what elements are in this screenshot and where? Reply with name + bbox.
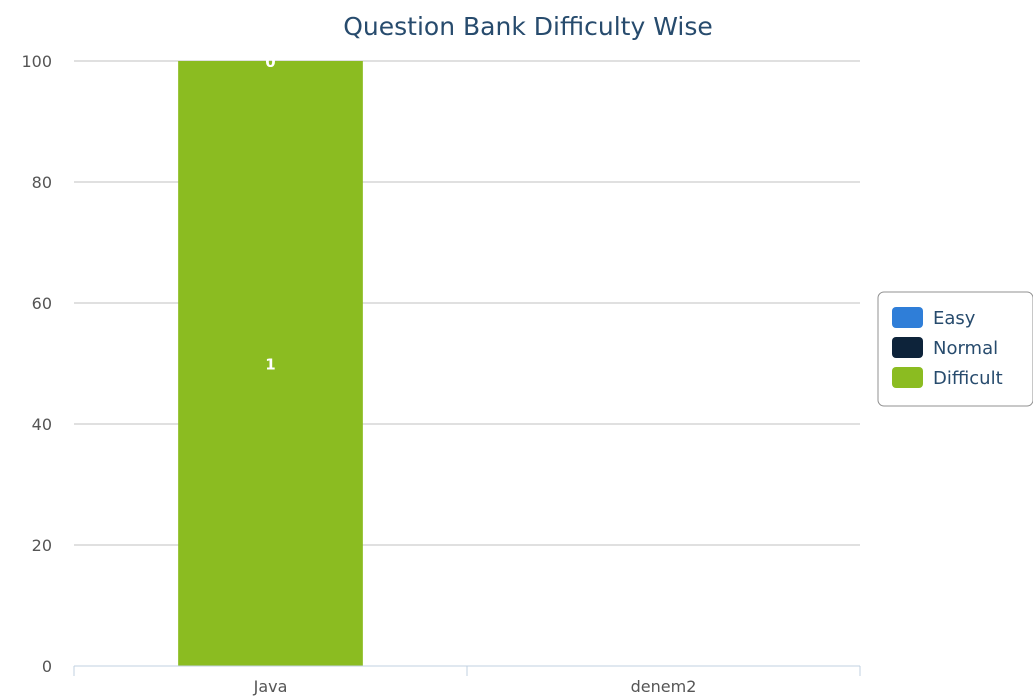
y-tick-label: 60 bbox=[32, 294, 52, 313]
y-tick-label: 20 bbox=[32, 536, 52, 555]
data-label: 1 bbox=[265, 356, 275, 374]
y-tick-label: 100 bbox=[21, 52, 52, 71]
legend-label-difficult: Difficult bbox=[933, 368, 1003, 389]
data-label: 0 bbox=[265, 53, 275, 71]
x-tick-label: Java bbox=[253, 677, 288, 696]
grid-layer: 0 20 40 60 80 100 bbox=[21, 52, 860, 676]
legend-label-normal: Normal bbox=[933, 338, 998, 359]
bars-layer bbox=[178, 61, 363, 666]
legend-swatch-difficult bbox=[892, 367, 923, 388]
chart-title: Question Bank Difficulty Wise bbox=[343, 12, 712, 41]
bar-difficult bbox=[178, 61, 363, 666]
legend: Easy Normal Difficult bbox=[877, 291, 1033, 407]
data-labels-layer: 01 bbox=[265, 53, 275, 374]
legend-swatch-normal bbox=[892, 337, 923, 358]
y-tick-label: 80 bbox=[32, 173, 52, 192]
x-tick-label: denem2 bbox=[631, 677, 697, 696]
y-tick-label: 0 bbox=[42, 657, 52, 676]
y-tick-label: 40 bbox=[32, 415, 52, 434]
x-axis: Java denem2 bbox=[73, 665, 861, 696]
legend-label-easy: Easy bbox=[933, 308, 976, 329]
legend-swatch-easy bbox=[892, 307, 923, 328]
